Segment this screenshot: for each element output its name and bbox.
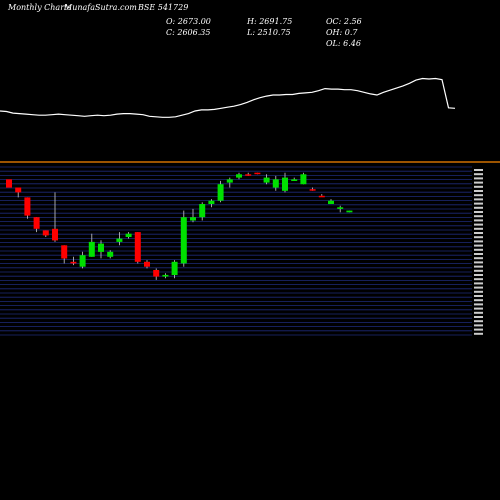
candle-body: [291, 179, 298, 181]
price-scale-tick: [474, 316, 483, 318]
candle-body: [107, 251, 114, 257]
price-scale-tick: [474, 307, 483, 310]
price-scale-tick: [474, 227, 483, 230]
candle-body: [328, 200, 334, 204]
low-value: L: 2510.75: [247, 28, 291, 37]
price-scale-tick: [474, 244, 483, 247]
price-scale-tick: [474, 290, 483, 293]
candle-body: [180, 217, 187, 264]
high-value: H: 2691.75: [247, 17, 293, 26]
price-scale-tick: [474, 202, 483, 205]
candle-body: [52, 228, 58, 241]
price-scale-tick: [474, 303, 483, 306]
price-scale-tick: [474, 332, 483, 335]
price-scale-tick: [474, 286, 483, 289]
candle-body: [144, 261, 150, 267]
price-scale-tick: [474, 236, 483, 239]
price-scale-tick: [474, 232, 483, 234]
candle-body: [61, 245, 68, 259]
candle-body: [98, 243, 104, 252]
price-scale-tick: [474, 177, 483, 180]
candle-body: [300, 174, 307, 185]
price-scale-tick: [474, 265, 483, 268]
candle-body: [42, 230, 49, 236]
symbol-label: BSE 541729: [138, 3, 189, 12]
price-scale-tick: [474, 278, 483, 281]
price-scale-tick: [474, 223, 483, 226]
price-scale-tick: [474, 219, 483, 222]
candle-body: [70, 261, 77, 264]
price-overview-line: [0, 77, 456, 118]
price-scale-tick: [474, 295, 483, 297]
candle-body: [226, 179, 233, 183]
price-scale-tick: [474, 206, 483, 209]
candle-body: [33, 217, 40, 229]
close-value: C: 2606.35: [166, 28, 211, 37]
price-scale-tick: [474, 328, 483, 331]
candle-body: [217, 184, 224, 201]
candle-body: [88, 241, 95, 257]
oc-value: OC: 2.56: [326, 17, 362, 26]
price-scale-tick: [474, 261, 483, 264]
price-scale-tick: [474, 211, 483, 213]
candle-body: [125, 233, 132, 237]
candle-body: [153, 270, 160, 277]
price-scale-tick: [474, 282, 483, 285]
candle-body: [236, 174, 242, 178]
price-scale-tick: [474, 269, 483, 272]
ol-value: OL: 6.46: [326, 39, 361, 48]
candle-body: [190, 217, 196, 221]
price-scale-tick: [474, 169, 483, 171]
candle-body: [6, 179, 12, 188]
candle-body: [245, 174, 252, 176]
price-scale-tick: [474, 248, 483, 251]
price-scale-tick: [474, 311, 483, 314]
price-scale-tick: [474, 173, 483, 176]
site-label: MunafaSutra.com: [64, 3, 137, 12]
price-scale-tick: [474, 194, 483, 197]
price-scale-tick: [474, 324, 483, 327]
chart-period-label: Monthly Charts: [8, 3, 72, 12]
candle-body: [318, 195, 325, 198]
candle-body: [254, 172, 261, 175]
candle-body: [337, 207, 344, 209]
candle-body: [263, 177, 270, 183]
price-scale-tick: [474, 320, 483, 323]
candle-body: [282, 177, 288, 191]
price-scale-tick: [474, 198, 483, 201]
candle-body: [346, 210, 353, 213]
price-scale-tick: [474, 215, 483, 218]
candle-body: [171, 261, 178, 275]
price-scale-tick: [474, 253, 483, 255]
candle-body: [15, 187, 22, 193]
candle-body: [134, 232, 141, 262]
price-scale-tick: [474, 274, 483, 276]
price-scale-tick: [474, 257, 483, 260]
oh-value: OH: 0.7: [326, 28, 358, 37]
price-scale-tick: [474, 185, 483, 188]
candle-body: [272, 179, 279, 188]
candle-body: [208, 200, 215, 204]
candle-body: [162, 274, 169, 277]
price-scale-tick: [474, 240, 483, 243]
candle-body: [199, 204, 206, 218]
candle-body: [79, 255, 86, 267]
candle-body: [24, 197, 31, 216]
open-value: O: 2673.00: [166, 17, 211, 26]
price-scale-tick: [474, 299, 483, 302]
price-scale-tick: [474, 190, 483, 192]
price-scale-tick: [474, 181, 483, 184]
candle-body: [116, 238, 123, 242]
candle-body: [309, 189, 316, 191]
